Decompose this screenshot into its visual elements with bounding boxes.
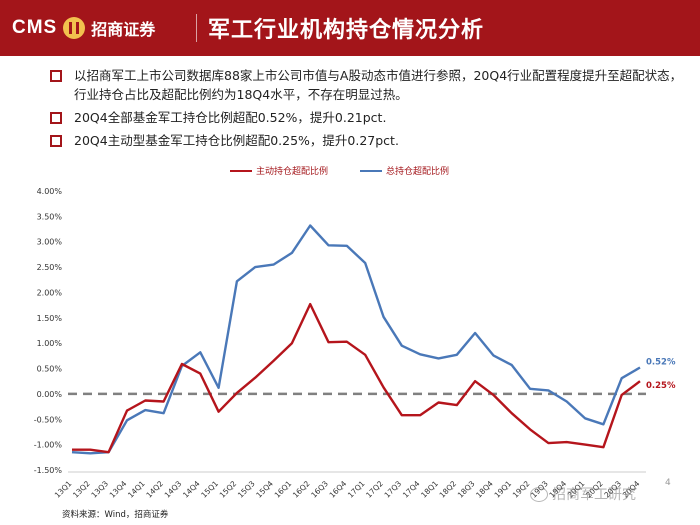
x-tick-label: 14Q4 [181,479,202,500]
company-logo: CMS 招商证券 [12,10,192,46]
x-tick-label: 17Q2 [364,479,385,500]
page-number: 4 [665,478,671,488]
x-tick-label: 16Q3 [309,479,330,500]
y-tick-label: 0.00% [37,390,63,399]
y-tick-label: 3.00% [37,238,63,247]
bullet-item: 以招商军工上市公司数据库88家上市公司市值与A股动态市值进行参照，20Q4行业配… [48,66,688,104]
legend-swatch-active [230,169,252,172]
y-tick-label: 0.50% [37,365,63,374]
x-tick-label: 16Q2 [291,479,312,500]
bullet-item: 20Q4全部基金军工持仓比例超配0.52%，提升0.21pct. [48,108,688,127]
x-tick-label: 15Q2 [218,479,239,500]
legend-item-active: 主动持仓超配比例 [230,164,328,177]
source-note: 资料来源：Wind，招商证券 [62,510,169,520]
series-line-active [72,302,641,454]
bullet-text: 20Q4全部基金军工持仓比例超配0.52%，提升0.21pct. [74,110,387,125]
y-tick-label: 4.00% [37,187,63,196]
x-tick-label: 18Q4 [474,479,495,500]
x-tick-label: 13Q3 [89,479,110,500]
wechat-icon [530,486,548,502]
x-tick-label: 13Q1 [53,479,74,500]
series-line-total [71,224,641,455]
bullet-box-icon [50,135,62,147]
y-tick-label: -1.00% [34,441,63,450]
x-tick-label: 13Q2 [71,479,92,500]
bullet-box-icon [50,112,62,124]
chart-legend: 主动持仓超配比例 总持仓超配比例 [230,164,449,177]
y-tick-label: -1.50% [34,466,63,475]
x-tick-label: 17Q1 [346,479,367,500]
page-title: 军工行业机构持仓情况分析 [208,18,485,43]
line-chart: -1.50% -1.00% -0.50% 0.00% 0.50% 1.00% 1.50% 2.… [34,187,676,500]
x-tick-label: 18Q2 [438,479,459,500]
y-tick-label: 1.00% [37,339,63,348]
y-tick-label: 2.00% [37,288,63,297]
x-tick-label: 14Q3 [163,479,184,500]
x-tick-label: 17Q3 [383,479,404,500]
x-tick-label: 15Q1 [199,479,220,500]
x-tick-label: 19Q1 [492,479,513,500]
x-tick-label: 14Q2 [144,479,165,500]
x-tick-label: 17Q4 [401,479,422,500]
x-tick-label: 18Q3 [456,479,477,500]
end-label-total: 0.52% [646,358,676,368]
header-bar: CMS 招商证券 军工行业机构持仓情况分析 [0,0,700,56]
bullet-text: 以招商军工上市公司数据库88家上市公司市值与A股动态市值进行参照，20Q4行业配… [74,68,683,102]
x-tick-label: 14Q1 [126,479,147,500]
logo-text: CMS [12,17,58,38]
y-tick-label: -0.50% [34,415,63,424]
x-tick-label: 13Q4 [108,479,129,500]
y-tick-label: 1.50% [37,314,63,323]
bullet-box-icon [50,70,62,82]
x-tick-label: 15Q3 [236,479,257,500]
x-tick-label: 19Q2 [511,479,532,500]
y-tick-label: 3.50% [37,212,63,221]
logo-cn-text: 招商证券 [91,20,156,39]
legend-swatch-total [360,169,383,172]
y-tick-label: 2.50% [37,263,63,272]
bullet-item: 20Q4主动型基金军工持仓比例超配0.25%，提升0.27pct. [48,131,688,150]
watermark: 招商军工研究 [530,484,636,504]
logo-mark-icon [63,17,86,39]
header-divider [196,14,197,42]
x-tick-label: 15Q4 [254,479,275,500]
legend-label-active: 主动持仓超配比例 [256,167,329,177]
x-tick-label: 16Q4 [328,479,349,500]
watermark-text: 招商军工研究 [552,487,636,503]
bullet-text: 20Q4主动型基金军工持仓比例超配0.25%，提升0.27pct. [74,133,399,148]
x-tick-label: 16Q1 [273,479,294,500]
legend-item-total: 总持仓超配比例 [360,164,449,177]
bullet-list: 以招商军工上市公司数据库88家上市公司市值与A股动态市值进行参照，20Q4行业配… [48,66,688,154]
end-label-active: 0.25% [646,381,676,391]
legend-label-total: 总持仓超配比例 [386,167,450,177]
x-tick-label: 18Q1 [419,479,440,500]
